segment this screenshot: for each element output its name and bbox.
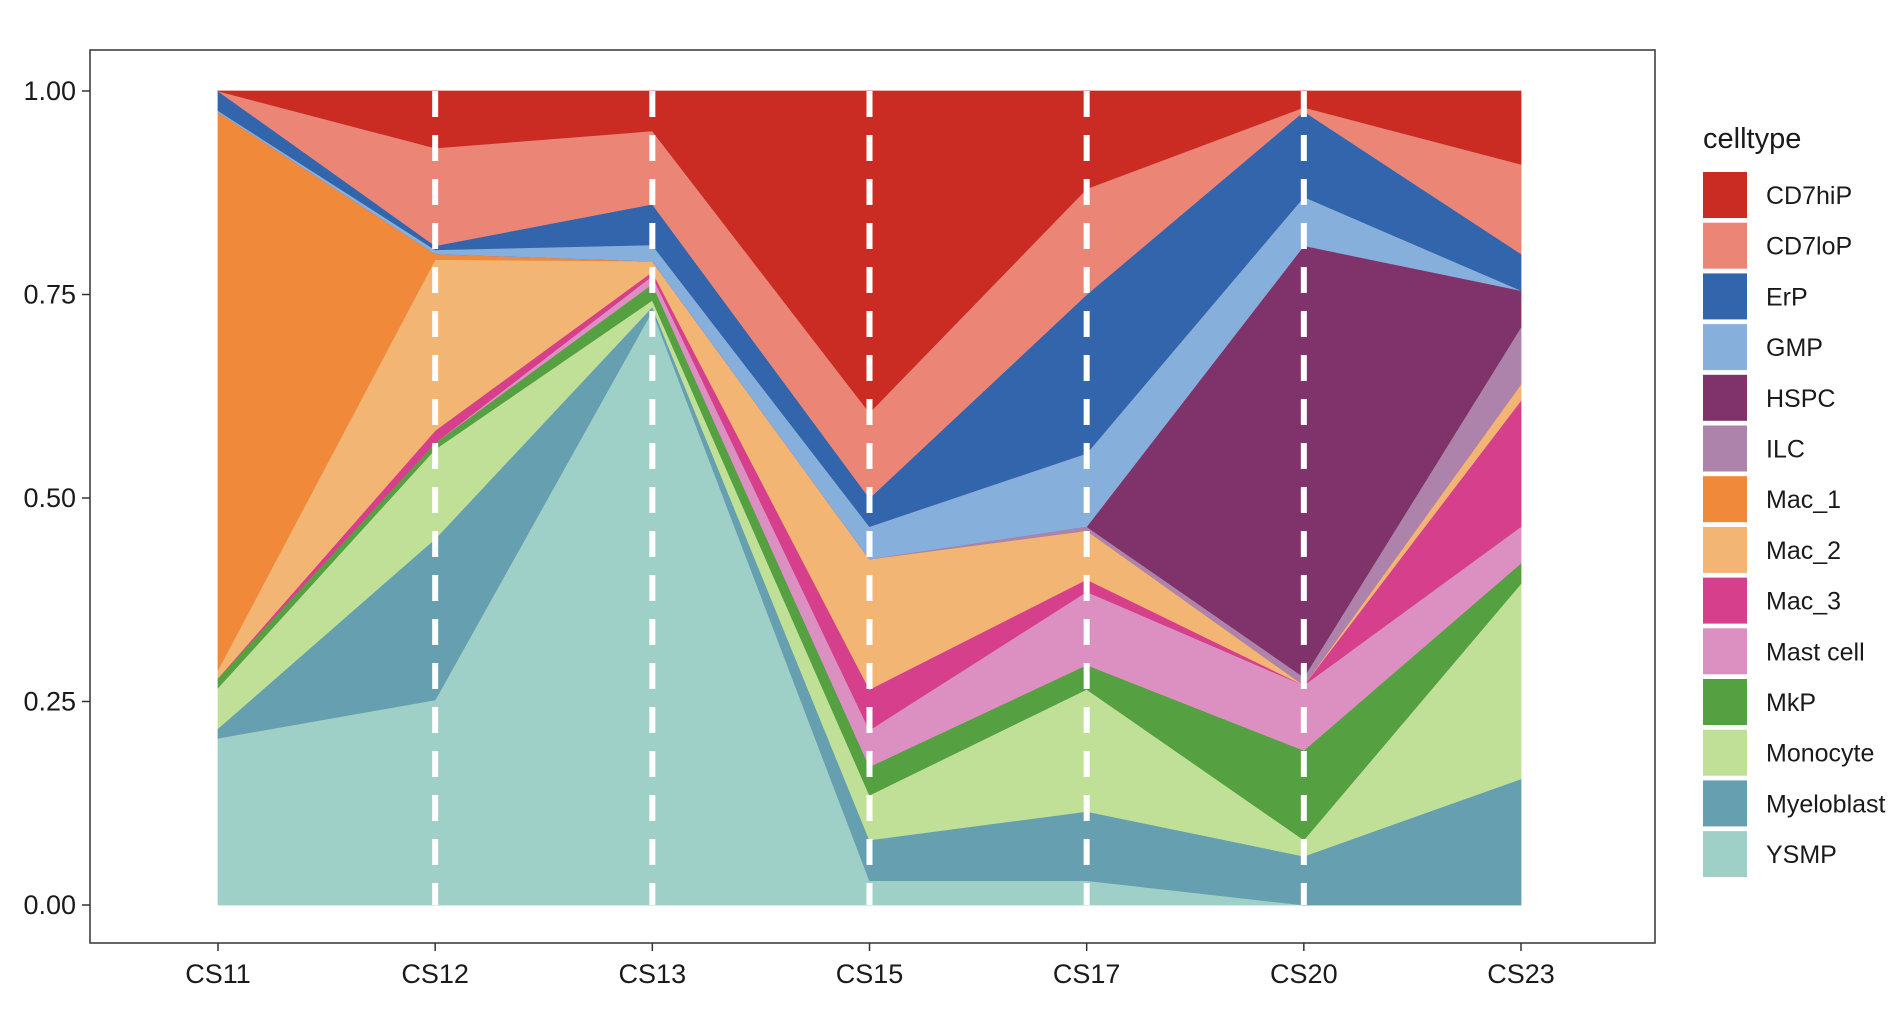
x-tick-label-cs17: CS17	[1053, 959, 1121, 989]
category-dashed-lines	[432, 91, 1307, 905]
legend-key-mkp	[1703, 679, 1747, 725]
plot-panel-border	[89, 49, 1656, 944]
legend-label-hspc: HSPC	[1766, 385, 1835, 413]
legend-label-mkp: MkP	[1766, 689, 1816, 717]
area-cd7hip	[217, 90, 1522, 414]
legend-key-hspc	[1703, 374, 1747, 421]
x-tick-label-cs23: CS23	[1487, 959, 1555, 989]
y-tick-label: 0.75	[23, 280, 76, 310]
legend-title: celltype	[1703, 123, 1801, 155]
legend: celltype CD7hiP CD7loP ErP GMP HSPC ILC Mac_1 M…	[1703, 123, 1886, 878]
legend-label-gmp: GMP	[1766, 334, 1823, 362]
y-axis: 0.00 0.25 0.50 0.75 1.00	[23, 76, 90, 920]
legend-key-cd7hip	[1703, 172, 1747, 218]
legend-key-ilc	[1703, 425, 1747, 472]
x-tick-label-cs20: CS20	[1270, 959, 1338, 989]
x-tick-label-cs15: CS15	[836, 959, 904, 989]
area-layers	[217, 90, 1522, 906]
legend-key-myeloblast	[1703, 780, 1747, 827]
y-tick-label: 0.50	[23, 483, 76, 513]
y-tick-label: 0.25	[23, 687, 76, 717]
legend-key-ysmp	[1703, 831, 1747, 878]
legend-label-mast-cell: Mast cell	[1766, 638, 1865, 666]
legend-label-ysmp: YSMP	[1766, 841, 1837, 869]
legend-label-mac-2: Mac_2	[1766, 537, 1841, 565]
legend-key-monocyte	[1703, 729, 1747, 776]
legend-label-cd7lop: CD7loP	[1766, 233, 1852, 261]
x-tick-label-cs13: CS13	[619, 959, 687, 989]
legend-label-ilc: ILC	[1766, 436, 1805, 464]
legend-label-erp: ErP	[1766, 283, 1808, 311]
legend-key-erp	[1703, 273, 1747, 320]
legend-label-cd7hip: CD7hiP	[1766, 182, 1852, 210]
legend-label-mac-1: Mac_1	[1766, 486, 1841, 514]
x-tick-label-cs11: CS11	[185, 959, 251, 989]
legend-label-mac-3: Mac_3	[1766, 588, 1841, 616]
legend-key-cd7lop	[1703, 222, 1747, 269]
legend-label-myeloblast: Myeloblast	[1766, 790, 1886, 818]
legend-label-monocyte: Monocyte	[1766, 740, 1874, 768]
legend-key-mac-3	[1703, 577, 1747, 624]
legend-key-mac-1	[1703, 476, 1747, 523]
legend-key-gmp	[1703, 324, 1747, 371]
y-tick-label: 1.00	[23, 76, 76, 106]
x-axis: CS11 CS12 CS13 CS15 CS17 CS20 CS23	[185, 943, 1555, 989]
legend-key-mac-2	[1703, 526, 1747, 573]
y-tick-label: 0.00	[23, 890, 76, 920]
legend-key-mast-cell	[1703, 628, 1747, 675]
x-tick-label-cs12: CS12	[401, 959, 469, 989]
